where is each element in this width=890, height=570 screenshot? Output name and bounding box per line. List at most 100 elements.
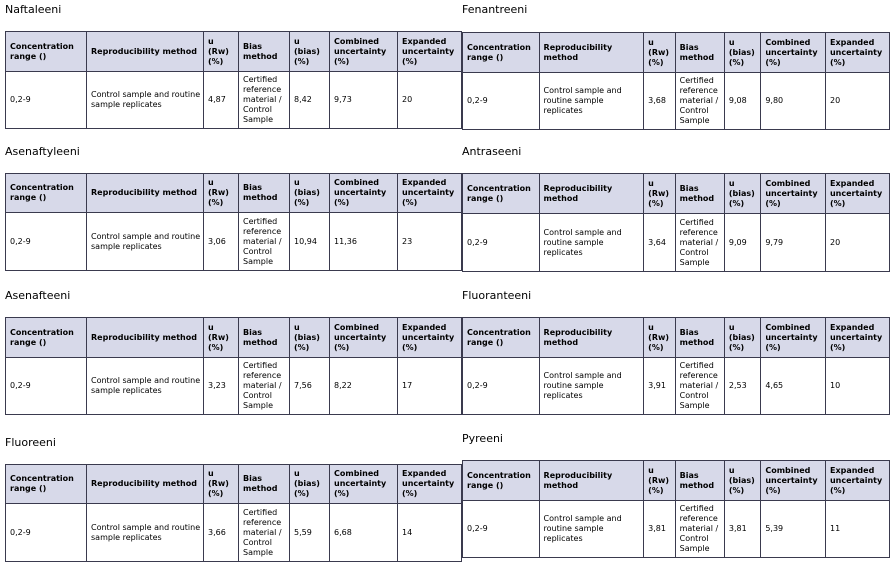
header-u-rw: u (Rw) (%) [643, 173, 676, 214]
table-title: Fluoranteeni [462, 289, 532, 302]
header-u-bias: u (bias) (%) [289, 464, 330, 504]
cell-combined-uncertainty: 5,39 [760, 500, 826, 558]
cell-bias-method: Certified reference material / Control S… [238, 503, 290, 562]
uncertainty-table: Concentration range () Reproducibility me… [5, 31, 462, 129]
header-bias-method: Bias method [238, 31, 290, 72]
table-title: Pyreeni [462, 432, 503, 445]
cell-reproducibility-method: Control sample and routine sample replic… [538, 357, 645, 415]
header-combined-uncertainty: Combined uncertainty (%) [760, 173, 826, 214]
header-concentration-range: Concentration range () [5, 31, 87, 72]
header-expanded-uncertainty: Expanded uncertainty (%) [397, 464, 462, 504]
header-u-bias: u (bias) (%) [723, 173, 762, 214]
uncertainty-table: Concentration range () Reproducibility me… [5, 464, 462, 562]
cell-reproducibility-method: Control sample and routine sample replic… [86, 212, 204, 271]
header-u-rw: u (Rw) (%) [643, 317, 676, 358]
uncertainty-table: Concentration range () Reproducibility me… [462, 317, 890, 415]
header-expanded-uncertainty: Expanded uncertainty (%) [397, 317, 462, 358]
cell-combined-uncertainty: 4,65 [760, 357, 826, 415]
header-concentration-range: Concentration range () [462, 460, 540, 501]
header-expanded-uncertainty: Expanded uncertainty (%) [397, 31, 462, 72]
cell-expanded-uncertainty: 20 [824, 72, 890, 130]
cell-u-bias: 10,94 [289, 212, 330, 271]
table-title: Antraseeni [462, 145, 522, 158]
header-combined-uncertainty: Combined uncertainty (%) [329, 173, 398, 213]
cell-u-rw: 3,66 [203, 503, 239, 562]
header-expanded-uncertainty: Expanded uncertainty (%) [824, 460, 890, 501]
table-title: Asenafteeni [5, 289, 71, 302]
cell-bias-method: Certified reference material / Control S… [674, 72, 725, 130]
cell-combined-uncertainty: 11,36 [329, 212, 398, 271]
cell-bias-method: Certified reference material / Control S… [674, 500, 725, 558]
cell-reproducibility-method: Control sample and routine sample replic… [86, 357, 204, 415]
header-combined-uncertainty: Combined uncertainty (%) [329, 317, 398, 358]
header-expanded-uncertainty: Expanded uncertainty (%) [824, 317, 890, 358]
header-reproducibility-method: Reproducibility method [86, 317, 204, 358]
table-header-row: Concentration range () Reproducibility me… [462, 32, 890, 73]
cell-expanded-uncertainty: 11 [824, 500, 890, 558]
table-header-row: Concentration range () Reproducibility me… [462, 173, 890, 214]
header-combined-uncertainty: Combined uncertainty (%) [760, 317, 826, 358]
cell-bias-method: Certified reference material / Control S… [238, 71, 290, 129]
cell-reproducibility-method: Control sample and routine sample replic… [86, 71, 204, 129]
header-concentration-range: Concentration range () [5, 464, 87, 504]
header-u-rw: u (Rw) (%) [643, 32, 676, 73]
cell-concentration-range: 0,2-9 [462, 72, 540, 130]
header-u-rw: u (Rw) (%) [203, 464, 239, 504]
header-reproducibility-method: Reproducibility method [86, 173, 204, 213]
header-reproducibility-method: Reproducibility method [86, 31, 204, 72]
header-combined-uncertainty: Combined uncertainty (%) [760, 460, 826, 501]
header-expanded-uncertainty: Expanded uncertainty (%) [824, 32, 890, 73]
uncertainty-table: Concentration range () Reproducibility me… [5, 317, 462, 415]
cell-u-rw: 4,87 [203, 71, 239, 129]
table-header-row: Concentration range () Reproducibility me… [5, 317, 462, 358]
table-title: Asenaftyleeni [5, 145, 80, 158]
header-concentration-range: Concentration range () [5, 317, 87, 358]
cell-reproducibility-method: Control sample and routine sample replic… [538, 213, 645, 272]
header-u-rw: u (Rw) (%) [203, 31, 239, 72]
cell-concentration-range: 0,2-9 [5, 503, 87, 562]
table-row: 0,2-9 Control sample and routine sample r… [462, 357, 890, 415]
header-combined-uncertainty: Combined uncertainty (%) [329, 31, 398, 72]
header-bias-method: Bias method [674, 32, 725, 73]
header-expanded-uncertainty: Expanded uncertainty (%) [824, 173, 890, 214]
table-header-row: Concentration range () Reproducibility me… [462, 460, 890, 501]
cell-u-bias: 9,09 [723, 213, 762, 272]
table-row: 0,2-9 Control sample and routine sample r… [5, 357, 462, 415]
table-header-row: Concentration range () Reproducibility me… [462, 317, 890, 358]
cell-bias-method: Certified reference material / Control S… [674, 213, 725, 272]
cell-combined-uncertainty: 8,22 [329, 357, 398, 415]
cell-u-rw: 3,06 [203, 212, 239, 271]
table-row: 0,2-9 Control sample and routine sample r… [462, 72, 890, 130]
cell-expanded-uncertainty: 14 [397, 503, 462, 562]
cell-combined-uncertainty: 9,79 [760, 213, 826, 272]
header-concentration-range: Concentration range () [462, 317, 540, 358]
cell-bias-method: Certified reference material / Control S… [238, 212, 290, 271]
cell-concentration-range: 0,2-9 [5, 212, 87, 271]
cell-combined-uncertainty: 6,68 [329, 503, 398, 562]
table-title: Fenantreeni [462, 3, 528, 16]
cell-concentration-range: 0,2-9 [5, 357, 87, 415]
uncertainty-table: Concentration range () Reproducibility me… [5, 173, 462, 271]
header-u-rw: u (Rw) (%) [203, 317, 239, 358]
cell-concentration-range: 0,2-9 [462, 500, 540, 558]
cell-expanded-uncertainty: 20 [824, 213, 890, 272]
header-concentration-range: Concentration range () [462, 173, 540, 214]
cell-combined-uncertainty: 9,73 [329, 71, 398, 129]
header-u-bias: u (bias) (%) [723, 460, 762, 501]
cell-combined-uncertainty: 9,80 [760, 72, 826, 130]
header-concentration-range: Concentration range () [462, 32, 540, 73]
cell-bias-method: Certified reference material / Control S… [674, 357, 725, 415]
header-reproducibility-method: Reproducibility method [538, 173, 645, 214]
table-row: 0,2-9 Control sample and routine sample r… [5, 503, 462, 562]
header-bias-method: Bias method [238, 464, 290, 504]
cell-expanded-uncertainty: 20 [397, 71, 462, 129]
header-u-rw: u (Rw) (%) [643, 460, 676, 501]
cell-u-rw: 3,68 [643, 72, 676, 130]
header-concentration-range: Concentration range () [5, 173, 87, 213]
header-reproducibility-method: Reproducibility method [538, 460, 645, 501]
table-header-row: Concentration range () Reproducibility me… [5, 464, 462, 504]
cell-u-bias: 9,08 [723, 72, 762, 130]
cell-reproducibility-method: Control sample and routine sample replic… [538, 72, 645, 130]
header-bias-method: Bias method [674, 460, 725, 501]
uncertainty-table: Concentration range () Reproducibility me… [462, 32, 890, 130]
